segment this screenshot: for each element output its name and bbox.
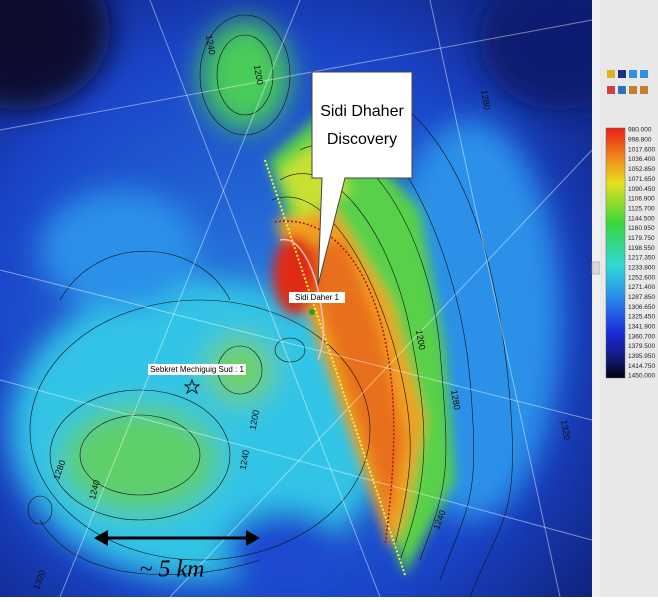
legend-label: 1325.450 bbox=[628, 314, 655, 321]
legend-label: 1106.900 bbox=[628, 196, 655, 203]
callout-text: Discovery bbox=[327, 131, 397, 148]
scrollbar[interactable] bbox=[592, 0, 600, 597]
tool-icon[interactable] bbox=[629, 70, 637, 78]
legend-label: 1052.850 bbox=[628, 166, 655, 173]
legend-label: 1036.400 bbox=[628, 156, 655, 163]
legend-label: 998.800 bbox=[628, 137, 652, 144]
legend-label: 1160.950 bbox=[628, 225, 655, 232]
tool-icon[interactable] bbox=[607, 86, 615, 94]
well bbox=[309, 309, 315, 315]
legend-label: 1217.350 bbox=[628, 255, 655, 262]
scale-label: ~ 5 km bbox=[140, 557, 205, 583]
legend-label: 1271.400 bbox=[628, 284, 655, 291]
scroll-thumb[interactable] bbox=[592, 262, 600, 274]
legend-label: 1071.650 bbox=[628, 176, 655, 183]
tool-icon[interactable] bbox=[607, 70, 615, 78]
legend-label: 1450.000 bbox=[628, 373, 655, 380]
legend-label: 1360.700 bbox=[628, 333, 655, 340]
legend-label: 1414.750 bbox=[628, 363, 655, 370]
tool-icon[interactable] bbox=[640, 86, 648, 94]
color-bar bbox=[606, 128, 625, 378]
tool-icon[interactable] bbox=[640, 70, 648, 78]
well-label: Sebkret Mechiguig Sud : 1 bbox=[150, 365, 244, 374]
tool-icon[interactable] bbox=[618, 70, 626, 78]
map: 1240120012801320124012001240128013201240… bbox=[0, 0, 640, 597]
legend-label: 1198.550 bbox=[628, 245, 655, 252]
screenshot: 1240120012801320124012001240128013201240… bbox=[0, 0, 658, 597]
legend-label: 1090.450 bbox=[628, 186, 655, 193]
legend-label: 1306.650 bbox=[628, 304, 655, 311]
legend-label: 1379.500 bbox=[628, 343, 655, 350]
page: {"callout": {"line1": "Sidi Dhaher", "li… bbox=[0, 0, 658, 597]
callout-text: Sidi Dhaher bbox=[320, 103, 404, 120]
legend-label: 1287.850 bbox=[628, 294, 655, 301]
legend-label: 1017.600 bbox=[628, 146, 655, 153]
tool-icon[interactable] bbox=[629, 86, 637, 94]
legend-label: 1252.600 bbox=[628, 274, 655, 281]
legend-label: 1341.900 bbox=[628, 324, 655, 331]
legend-label: 1395.950 bbox=[628, 353, 655, 360]
legend-label: 1233.800 bbox=[628, 264, 655, 271]
tool-icon[interactable] bbox=[618, 86, 626, 94]
legend-label: 1144.500 bbox=[628, 215, 655, 222]
legend-label: 1125.700 bbox=[628, 205, 655, 212]
legend-label: 1179.750 bbox=[628, 235, 655, 242]
legend-label: 980.000 bbox=[628, 127, 652, 134]
well-label: Sidi Daher 1 bbox=[295, 293, 340, 302]
